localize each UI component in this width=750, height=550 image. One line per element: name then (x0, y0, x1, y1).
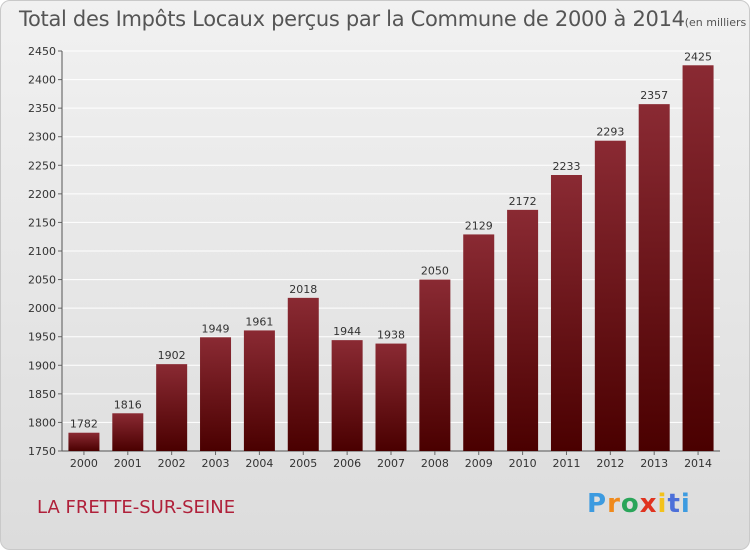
logo-letter: r (607, 489, 621, 519)
y-tick-label: 2400 (28, 74, 56, 87)
data-label: 1816 (114, 398, 142, 411)
x-tick-label: 2011 (552, 457, 580, 470)
y-tick-label: 2350 (28, 102, 56, 115)
bar (331, 340, 363, 451)
y-tick-label: 1750 (28, 445, 56, 458)
bar (112, 413, 144, 451)
x-tick-label: 2009 (465, 457, 493, 470)
x-tick-label: 2006 (333, 457, 361, 470)
x-tick-label: 2005 (289, 457, 317, 470)
y-tick-label: 1850 (28, 388, 56, 401)
title-subtitle: (en milliers d'€) (684, 16, 749, 29)
x-tick-label: 2007 (377, 457, 405, 470)
x-tick-label: 2000 (70, 457, 98, 470)
logo-letter: i (657, 489, 668, 519)
data-label: 2293 (596, 126, 624, 139)
y-tick-label: 2000 (28, 302, 56, 315)
bar (463, 234, 495, 451)
x-tick-label: 2010 (509, 457, 537, 470)
bar (550, 175, 582, 451)
bar (287, 297, 319, 451)
y-tick-label: 1800 (28, 416, 56, 429)
commune-name: LA FRETTE-SUR-SEINE (37, 497, 236, 518)
bar (682, 65, 714, 452)
x-tick-label: 2002 (158, 457, 186, 470)
logo-letter: x (639, 489, 658, 519)
y-tick-label: 2100 (28, 245, 56, 258)
data-label: 1961 (245, 315, 273, 328)
data-label: 2357 (640, 89, 668, 102)
bar (243, 330, 275, 451)
y-tick-label: 2300 (28, 131, 56, 144)
x-tick-label: 2014 (684, 457, 712, 470)
data-label: 1902 (158, 349, 186, 362)
logo-letter: o (620, 489, 640, 519)
logo-letter: i (680, 489, 691, 519)
data-label: 2233 (552, 160, 580, 173)
data-label: 2425 (684, 50, 712, 63)
title-text: Total des Impôts Locaux perçus par la Co… (19, 7, 685, 31)
y-tick-label: 1950 (28, 331, 56, 344)
data-label: 2018 (289, 283, 317, 296)
x-tick-label: 2003 (202, 457, 230, 470)
x-tick-label: 2008 (421, 457, 449, 470)
chart-title: Total des Impôts Locaux perçus par la Co… (19, 7, 749, 31)
data-label: 2129 (465, 219, 493, 232)
bar (375, 343, 407, 451)
data-label: 1782 (70, 418, 98, 431)
data-label: 2050 (421, 265, 449, 278)
bar (200, 337, 232, 451)
bar (419, 279, 451, 451)
data-label: 1949 (202, 322, 230, 335)
x-tick-label: 2004 (245, 457, 273, 470)
y-tick-label: 2200 (28, 188, 56, 201)
data-label: 2172 (509, 195, 537, 208)
logo-letter: P (587, 489, 608, 519)
proxiti-logo: Proxiti (587, 489, 691, 519)
x-tick-label: 2001 (114, 457, 142, 470)
y-tick-label: 1900 (28, 359, 56, 372)
y-tick-label: 2150 (28, 216, 56, 229)
y-tick-label: 2050 (28, 274, 56, 287)
bar (638, 104, 670, 452)
y-tick-label: 2450 (28, 45, 56, 58)
bar (156, 364, 188, 451)
x-tick-label: 2012 (596, 457, 624, 470)
logo-letter: t (667, 489, 681, 519)
data-label: 1944 (333, 325, 361, 338)
x-tick-label: 2013 (640, 457, 668, 470)
bar (594, 140, 626, 451)
y-tick-label: 2250 (28, 159, 56, 172)
bar (68, 432, 100, 451)
bar (507, 209, 539, 451)
data-label: 1938 (377, 329, 405, 342)
